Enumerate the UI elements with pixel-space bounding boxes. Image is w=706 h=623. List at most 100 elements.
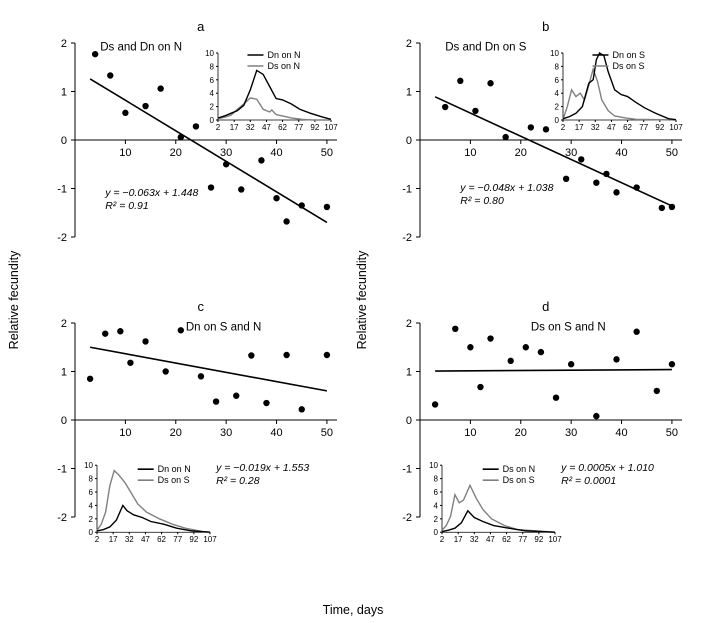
data-point [193, 123, 199, 129]
data-point [442, 104, 448, 110]
data-point [523, 344, 529, 350]
xtick-label: 20 [515, 147, 527, 159]
inset-xtick: 32 [591, 123, 600, 132]
data-point [208, 184, 214, 190]
inset-xtick: 62 [623, 123, 632, 132]
inset-ytick: 10 [84, 461, 93, 470]
xtick-label: 10 [119, 427, 131, 439]
xtick-label: 50 [321, 427, 333, 439]
data-point [92, 51, 98, 57]
ytick-label: 0 [61, 415, 67, 427]
data-point [659, 205, 665, 211]
panel-b: -2-10121020304050bDs and Dn on Sy = −0.0… [402, 19, 683, 244]
ytick-label: 2 [406, 318, 412, 330]
data-point [142, 338, 148, 344]
data-point [593, 413, 599, 419]
legend-label: Dn on N [267, 50, 300, 60]
data-point [102, 330, 108, 336]
inset-c: 02468102173247627792107Dn on NDs on S [84, 461, 217, 544]
inset-xtick: 92 [189, 535, 198, 544]
legend-label: Ds on N [503, 464, 536, 474]
data-point [263, 400, 269, 406]
inset-ytick: 2 [210, 103, 215, 112]
data-point [563, 176, 569, 182]
data-point [178, 134, 184, 140]
data-point [553, 394, 559, 400]
inset-ytick: 2 [434, 515, 439, 524]
legend-label: Dn on S [612, 50, 645, 60]
inset-xtick: 17 [230, 123, 239, 132]
figure-svg: -2-10121020304050aDs and Dn on Ny = −0.0… [0, 0, 706, 623]
xtick-label: 40 [615, 427, 627, 439]
inset-xtick: 17 [454, 535, 463, 544]
data-point [613, 356, 619, 362]
ytick-label: -1 [57, 184, 67, 196]
rsq-text: R² = 0.80 [460, 195, 504, 207]
inset-ytick: 0 [210, 116, 215, 125]
data-point [613, 189, 619, 195]
equation-text: y = −0.019x + 1.553 [215, 462, 309, 474]
data-point [258, 157, 264, 163]
inset-xtick: 62 [502, 535, 511, 544]
ytick-label: -2 [402, 232, 412, 244]
ylabel-left: Relative fecundity [7, 250, 21, 349]
inset-ytick: 2 [89, 515, 94, 524]
inset-ytick: 2 [555, 103, 560, 112]
inset-xtick: 32 [246, 123, 255, 132]
equation-text: y = 0.0005x + 1.010 [560, 462, 654, 474]
data-point [568, 361, 574, 367]
data-point [324, 352, 330, 358]
trend-line [90, 347, 327, 391]
data-point [324, 204, 330, 210]
rsq-text: R² = 0.0001 [561, 475, 616, 487]
ytick-label: 0 [406, 135, 412, 147]
inset-xtick: 17 [575, 123, 584, 132]
data-point [157, 85, 163, 91]
data-point [472, 108, 478, 114]
inset-series-gray [218, 98, 331, 120]
inset-ytick: 0 [555, 116, 560, 125]
inset-xtick: 107 [203, 535, 217, 544]
xtick-label: 20 [170, 427, 182, 439]
data-point [87, 376, 93, 382]
inset-ytick: 0 [434, 528, 439, 537]
inset-ytick: 8 [434, 475, 439, 484]
inset-xtick: 62 [278, 123, 287, 132]
inset-ytick: 4 [434, 501, 439, 510]
xlabel: Time, days [323, 603, 384, 617]
xtick-label: 40 [615, 147, 627, 159]
data-point [603, 171, 609, 177]
data-point [593, 179, 599, 185]
panel-letter: a [197, 19, 205, 34]
legend-label: Ds on S [158, 475, 190, 485]
data-point [432, 401, 438, 407]
xtick-label: 50 [666, 147, 678, 159]
inset-xtick: 107 [669, 123, 683, 132]
ytick-label: -2 [402, 512, 412, 524]
trend-line [435, 370, 672, 371]
xtick-label: 20 [515, 427, 527, 439]
inset-xtick: 17 [109, 535, 118, 544]
inset-ytick: 8 [89, 475, 94, 484]
xtick-label: 40 [270, 147, 282, 159]
data-point [283, 352, 289, 358]
inset-xtick: 32 [125, 535, 134, 544]
data-point [538, 349, 544, 355]
ytick-label: -1 [57, 464, 67, 476]
inset-ytick: 8 [555, 62, 560, 71]
xtick-label: 20 [170, 147, 182, 159]
legend-label: Ds on S [503, 475, 535, 485]
data-point [633, 184, 639, 190]
legend-label: Ds on S [612, 61, 644, 71]
data-point [233, 393, 239, 399]
panel-c: -2-10121020304050cDn on S and Ny = −0.01… [57, 299, 337, 544]
equation-text: y = −0.048x + 1.038 [459, 182, 553, 194]
ytick-label: 0 [406, 415, 412, 427]
inset-ytick: 6 [434, 488, 439, 497]
ytick-label: -2 [57, 232, 67, 244]
xtick-label: 10 [464, 427, 476, 439]
data-point [273, 195, 279, 201]
panel-title: Dn on S and N [186, 321, 261, 333]
xtick-label: 10 [119, 147, 131, 159]
data-point [654, 388, 660, 394]
